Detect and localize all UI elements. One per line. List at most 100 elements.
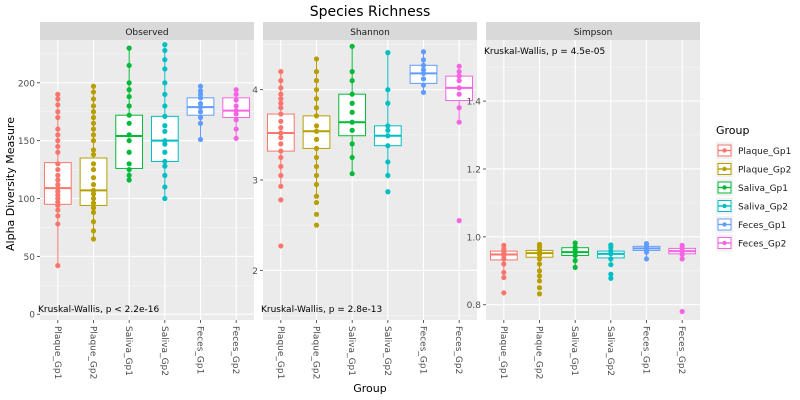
data-point xyxy=(536,285,543,291)
chart-title: Species Richness xyxy=(310,4,431,20)
data-point xyxy=(349,69,355,75)
data-point xyxy=(55,149,61,155)
box-saliva_gp1 xyxy=(561,240,590,270)
data-point xyxy=(90,151,97,158)
x-tick-label: Plaque_Gp1 xyxy=(52,326,62,379)
facet-panels: Observed 0 50 100 150 200 Plaque_Gp1 Plaque_Gp2… xyxy=(18,22,700,379)
y-tick-label: 100 xyxy=(18,195,35,205)
data-point xyxy=(278,243,284,249)
data-point xyxy=(278,69,284,75)
data-point xyxy=(90,147,97,153)
x-tick-label: Saliva_Gp1 xyxy=(346,326,356,376)
data-point xyxy=(278,105,284,111)
data-point xyxy=(278,118,284,124)
legend-item-plaque_gp2: Plaque_Gp2 xyxy=(716,160,791,178)
data-point xyxy=(679,256,685,262)
data-point xyxy=(55,177,61,183)
data-point xyxy=(278,141,284,147)
data-point xyxy=(55,138,61,144)
data-point xyxy=(126,112,132,118)
data-point xyxy=(278,154,284,161)
data-point xyxy=(456,91,462,97)
y-tick-label: 1.4 xyxy=(467,98,482,108)
facet-strip-label: Observed xyxy=(125,28,168,38)
data-point xyxy=(233,135,239,141)
box-plaque_gp2 xyxy=(302,56,331,228)
data-point xyxy=(278,163,284,170)
data-point xyxy=(90,126,97,132)
y-tick-label: 0.8 xyxy=(467,301,482,311)
data-point xyxy=(385,159,391,165)
data-point xyxy=(420,62,427,68)
data-point xyxy=(90,114,97,121)
legend-key-point xyxy=(722,185,727,190)
x-tick-label: Plaque_Gp1 xyxy=(275,326,285,379)
data-point xyxy=(126,87,132,93)
data-point xyxy=(536,256,543,262)
data-point xyxy=(90,96,97,102)
facet-panel-simpson: Simpson 0.8 1.0 1.2 1.4 Plaque_Gp1 Plaque_Gp2 S… xyxy=(467,22,700,379)
data-point xyxy=(278,130,284,136)
x-tick-label: Saliva_Gp2 xyxy=(382,326,392,376)
x-tick-label: Plaque_Gp1 xyxy=(498,326,508,379)
data-point xyxy=(313,154,320,161)
data-point xyxy=(55,161,61,167)
x-tick-label: Feces_Gp1 xyxy=(418,326,428,374)
data-point xyxy=(197,114,204,121)
facet-strip xyxy=(40,22,254,40)
y-tick-label: 1.0 xyxy=(467,233,482,243)
data-point xyxy=(233,91,239,97)
data-point xyxy=(126,80,132,86)
data-point xyxy=(126,94,132,100)
data-point xyxy=(608,242,614,248)
data-point xyxy=(608,275,614,281)
data-point xyxy=(420,70,427,77)
legend-key-point xyxy=(722,203,727,209)
data-point xyxy=(278,78,284,84)
data-point xyxy=(162,123,168,129)
data-point xyxy=(278,134,284,141)
data-point xyxy=(162,113,168,119)
box-saliva_gp2 xyxy=(596,242,625,281)
box-saliva_gp1 xyxy=(338,43,367,177)
data-point xyxy=(126,45,132,51)
data-point xyxy=(90,195,97,202)
data-point xyxy=(536,291,543,297)
data-point xyxy=(385,133,391,139)
box-feces_gp1 xyxy=(186,83,215,143)
x-tick-label: Feces_Gp2 xyxy=(230,326,240,374)
data-point xyxy=(55,166,61,173)
data-point xyxy=(233,103,239,109)
data-point xyxy=(608,262,614,268)
data-point xyxy=(349,127,355,133)
x-tick-label: Saliva_Gp1 xyxy=(569,326,579,376)
data-point xyxy=(536,261,543,267)
facet-strip-label: Shannon xyxy=(350,28,390,38)
legend-key-point xyxy=(722,166,727,172)
legend: Group Plaque_Gp1 Plaque_Gp2 Saliva_Gp1 Sali… xyxy=(716,124,791,252)
data-point xyxy=(55,213,61,219)
y-tick-label: 1.2 xyxy=(467,165,481,175)
data-point xyxy=(313,199,320,206)
data-point xyxy=(349,109,355,115)
data-point xyxy=(349,171,355,177)
legend-key-point xyxy=(722,148,727,153)
data-point xyxy=(501,290,507,296)
data-point xyxy=(197,88,204,94)
box-plaque_gp1 xyxy=(489,242,518,296)
legend-item-label: Plaque_Gp2 xyxy=(738,166,791,176)
data-point xyxy=(162,103,168,109)
x-tick-label: Feces_Gp2 xyxy=(676,326,686,374)
data-point xyxy=(313,56,320,62)
data-point xyxy=(349,119,355,125)
box-saliva_gp1 xyxy=(115,45,144,183)
data-point xyxy=(197,109,204,115)
data-point xyxy=(385,100,391,106)
data-point xyxy=(420,76,427,82)
data-point xyxy=(90,120,97,126)
y-axis-label: Alpha Diversity Measure xyxy=(4,117,17,251)
data-point xyxy=(313,181,320,188)
data-point xyxy=(90,209,97,215)
data-point xyxy=(456,218,462,224)
kruskal-wallis-annotation: Kruskal-Wallis, p = 4.5e-05 xyxy=(484,47,605,57)
